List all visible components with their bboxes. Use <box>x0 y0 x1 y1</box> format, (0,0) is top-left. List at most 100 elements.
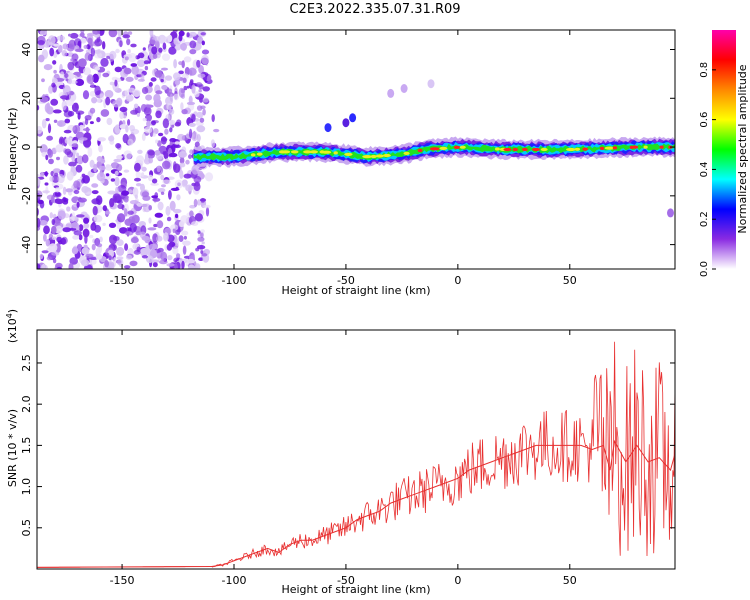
noise-speckle <box>78 234 83 241</box>
noise-speckle <box>148 157 153 164</box>
band-hotspot <box>643 145 648 149</box>
noise-speckle <box>136 246 141 253</box>
colorbar-tick-label: 0.4 <box>699 161 710 177</box>
noise-speckle <box>194 141 200 148</box>
noise-speckle <box>65 223 73 227</box>
noise-speckle <box>111 76 119 81</box>
noise-speckle <box>51 175 60 183</box>
band-hotspot <box>503 147 512 152</box>
noise-speckle <box>158 132 164 137</box>
noise-speckle <box>37 105 40 111</box>
noise-speckle <box>200 229 205 234</box>
noise-speckle <box>155 110 162 119</box>
noise-speckle <box>168 190 172 200</box>
snr-x-label: Height of straight line (km) <box>281 583 430 596</box>
noise-speckle <box>169 138 177 143</box>
noise-speckle <box>114 79 118 87</box>
noise-speckle <box>145 104 154 108</box>
noise-speckle <box>188 255 196 260</box>
noise-speckle <box>123 67 132 75</box>
noise-speckle <box>116 256 124 260</box>
noise-speckle <box>124 56 129 61</box>
spectrogram-x-label: Height of straight line (km) <box>281 284 430 297</box>
noise-speckle <box>69 227 77 231</box>
noise-speckle <box>40 171 45 178</box>
noise-speckle <box>161 85 168 90</box>
noise-speckle <box>127 138 134 146</box>
noise-speckle <box>179 157 185 165</box>
snr-line <box>37 341 675 568</box>
band-hotspot <box>604 146 615 150</box>
noise-speckle <box>107 190 117 195</box>
noise-speckle <box>140 73 145 82</box>
noise-speckle <box>189 79 194 84</box>
noise-speckle <box>64 73 69 78</box>
noise-speckle <box>162 53 171 61</box>
colorbar-ticks: 0.0 0.2 0.4 0.6 0.8 <box>699 62 716 277</box>
noise-speckle <box>139 247 149 257</box>
noise-speckle <box>63 155 69 165</box>
noise-speckle <box>58 138 63 145</box>
noise-speckle <box>94 85 101 96</box>
noise-speckle <box>57 174 65 184</box>
noise-speckle <box>69 216 75 222</box>
noise-speckle <box>191 131 199 142</box>
noise-speckle <box>43 64 53 71</box>
snr-x-ticks: -150 -100 -50 0 50 <box>110 330 577 587</box>
noise-speckle <box>117 200 123 205</box>
noise-speckle <box>160 251 168 261</box>
noise-speckle <box>127 210 134 215</box>
noise-speckle <box>72 235 80 240</box>
noise-speckle <box>191 113 196 123</box>
noise-speckle <box>199 198 207 202</box>
noise-speckle <box>182 240 191 246</box>
noise-speckle <box>66 72 75 80</box>
band-hotspot <box>495 147 500 151</box>
x-tick-label: 50 <box>563 574 577 587</box>
noise-speckle <box>57 210 66 220</box>
noise-speckle <box>196 111 204 118</box>
noise-speckle <box>56 156 60 161</box>
noise-speckle <box>168 46 177 55</box>
noise-speckle <box>129 222 137 233</box>
noise-speckle <box>193 198 198 208</box>
noise-speckle <box>152 197 161 202</box>
noise-speckle <box>106 117 113 126</box>
noise-speckle <box>40 96 49 103</box>
noise-speckle <box>68 161 77 167</box>
noise-speckle <box>94 224 101 233</box>
noise-speckle <box>77 197 87 203</box>
noise-speckle <box>141 166 147 172</box>
noise-speckle <box>39 220 48 226</box>
noise-speckle <box>48 158 54 165</box>
noise-speckle <box>133 103 139 109</box>
noise-speckle <box>189 40 197 49</box>
noise-speckle <box>81 173 86 178</box>
band-hotspot <box>290 150 299 154</box>
noise-speckle <box>114 176 120 187</box>
isolated-blob <box>427 79 435 89</box>
x-tick-label: -50 <box>337 574 355 587</box>
noise-speckle <box>104 260 109 268</box>
noise-speckle <box>81 186 89 193</box>
noise-speckle <box>177 133 185 141</box>
noise-speckle <box>37 263 41 269</box>
noise-speckle <box>124 89 130 97</box>
noise-speckle <box>178 235 184 243</box>
noise-speckle <box>99 93 105 100</box>
noise-speckle <box>109 234 117 245</box>
y-tick-label: 2.5 <box>20 354 33 372</box>
noise-speckle <box>73 71 81 76</box>
noise-speckle <box>108 222 117 228</box>
noise-speckle <box>129 125 136 132</box>
noise-speckle <box>62 199 69 205</box>
noise-speckle <box>84 52 91 61</box>
noise-speckle <box>37 126 43 134</box>
noise-speckle <box>189 128 193 139</box>
noise-speckle <box>125 195 129 200</box>
noise-speckle <box>156 165 161 173</box>
noise-speckle <box>174 179 184 189</box>
spectrogram-panel: -150 -100 -50 0 50 -40 -20 0 20 40 Height of str… <box>6 29 676 297</box>
noise-speckle <box>166 103 172 110</box>
noise-speckle <box>62 186 67 195</box>
